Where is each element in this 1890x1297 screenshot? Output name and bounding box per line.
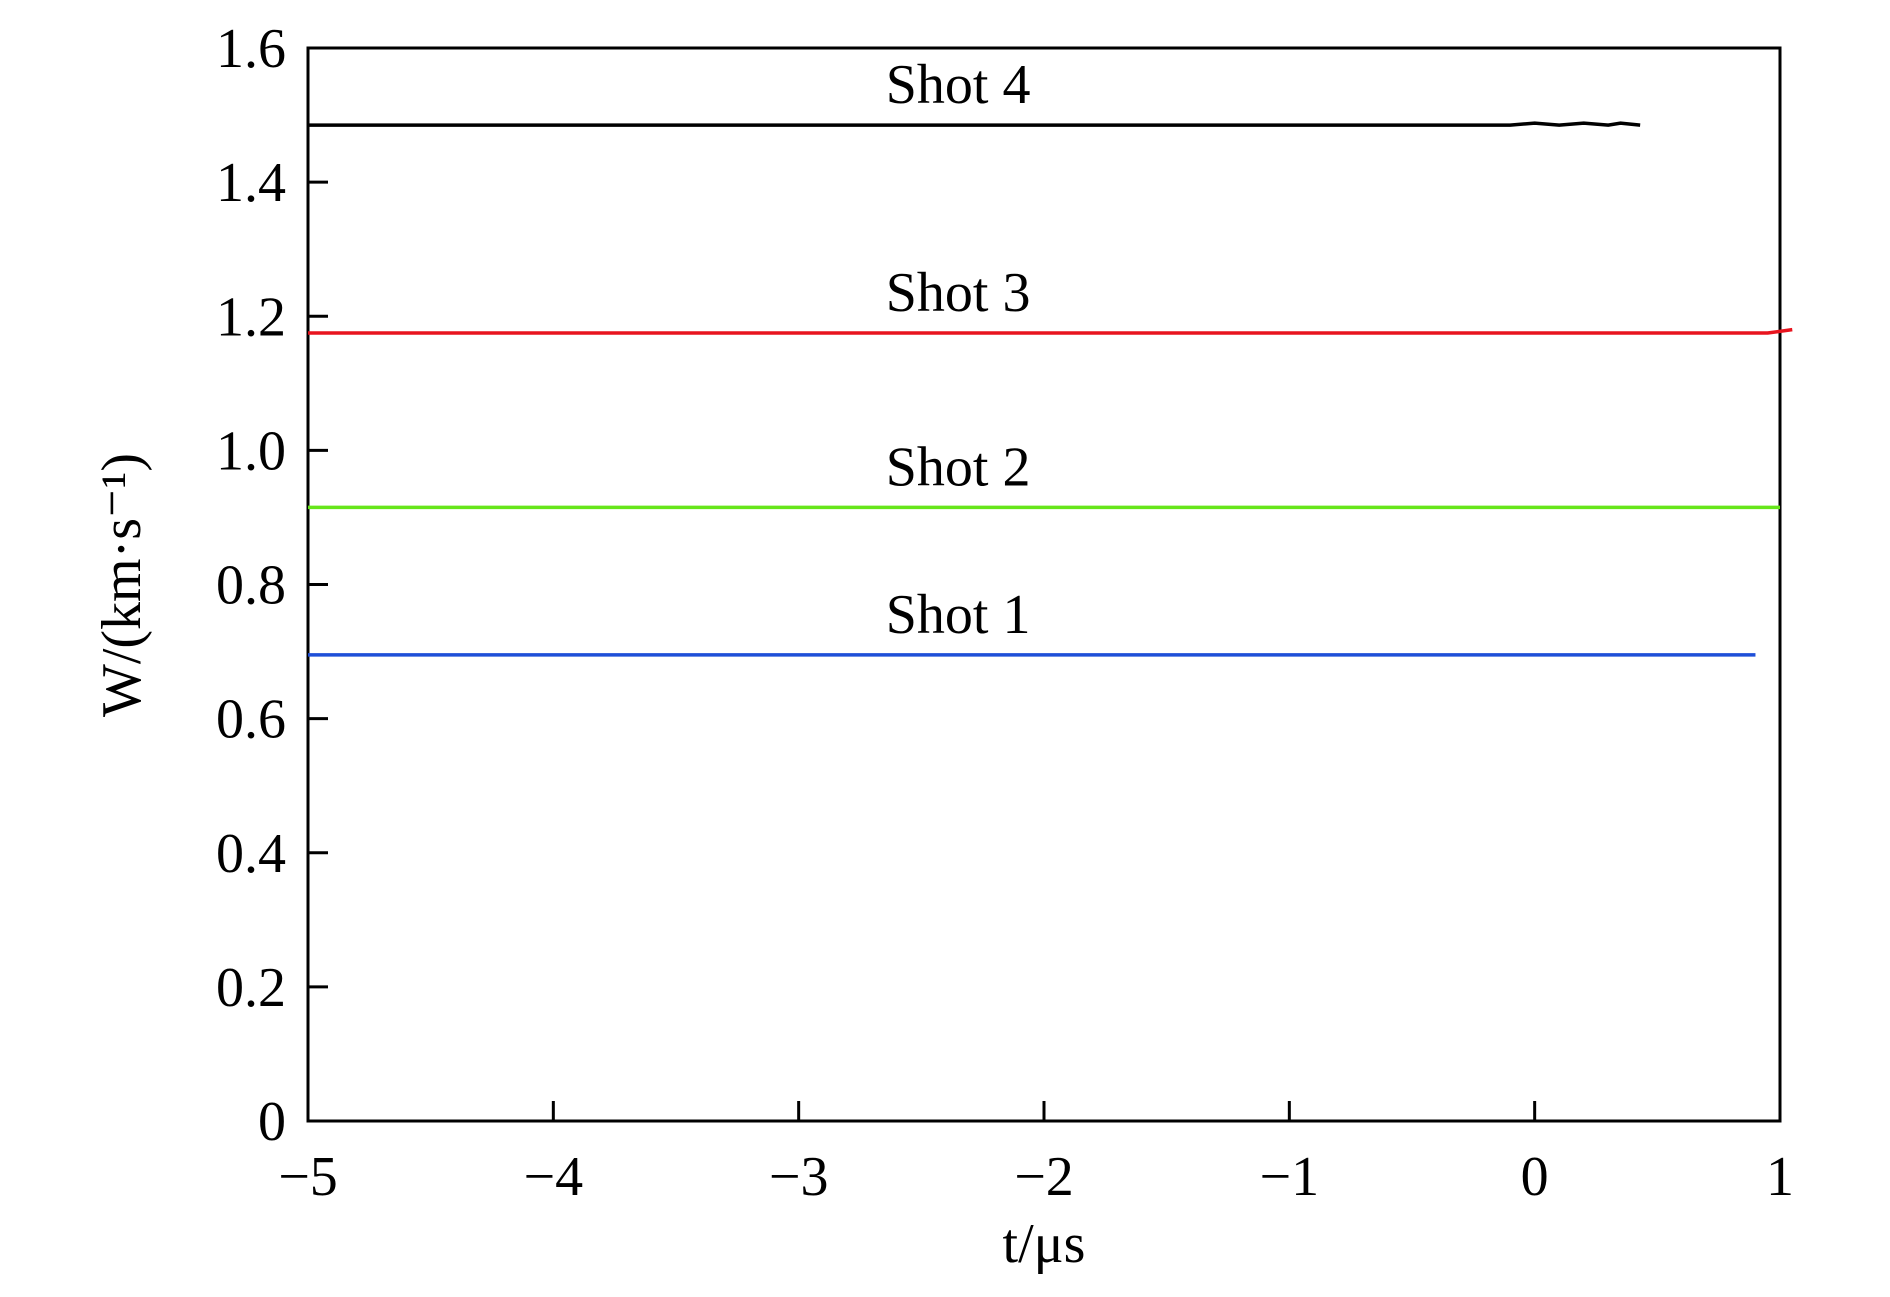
series-label: Shot 4: [886, 54, 1031, 116]
y-tick-label: 1.6: [216, 18, 286, 80]
x-tick-label: −1: [1260, 1146, 1320, 1208]
x-tick-label: −3: [769, 1146, 829, 1208]
x-tick-label: −2: [1014, 1146, 1074, 1208]
plot-frame: [306, 46, 1782, 1123]
y-tick-label: 0.4: [216, 823, 286, 885]
y-tick-label: 0.8: [216, 555, 286, 617]
y-tick-label: 0.2: [216, 957, 286, 1019]
x-axis-label: t/μs: [1003, 1213, 1086, 1275]
series-label: Shot 2: [886, 436, 1031, 498]
y-tick-label: 1.2: [216, 286, 286, 348]
series-line: [308, 327, 1793, 335]
y-axis-label: W/(km·s⁻¹): [91, 453, 153, 717]
y-tick-label: 0.6: [216, 689, 286, 751]
series-label: Shot 1: [886, 584, 1031, 646]
x-tick-label: −4: [524, 1146, 584, 1208]
series-line: [308, 121, 1641, 127]
x-tick-label: −5: [278, 1146, 338, 1208]
x-tick-label: 1: [1766, 1146, 1794, 1208]
y-tick-label: 0: [258, 1091, 286, 1153]
x-tick-label: 0: [1521, 1146, 1549, 1208]
series-label: Shot 3: [886, 262, 1031, 324]
y-tick-label: 1.4: [216, 152, 286, 214]
y-tick-label: 1.0: [216, 420, 286, 482]
